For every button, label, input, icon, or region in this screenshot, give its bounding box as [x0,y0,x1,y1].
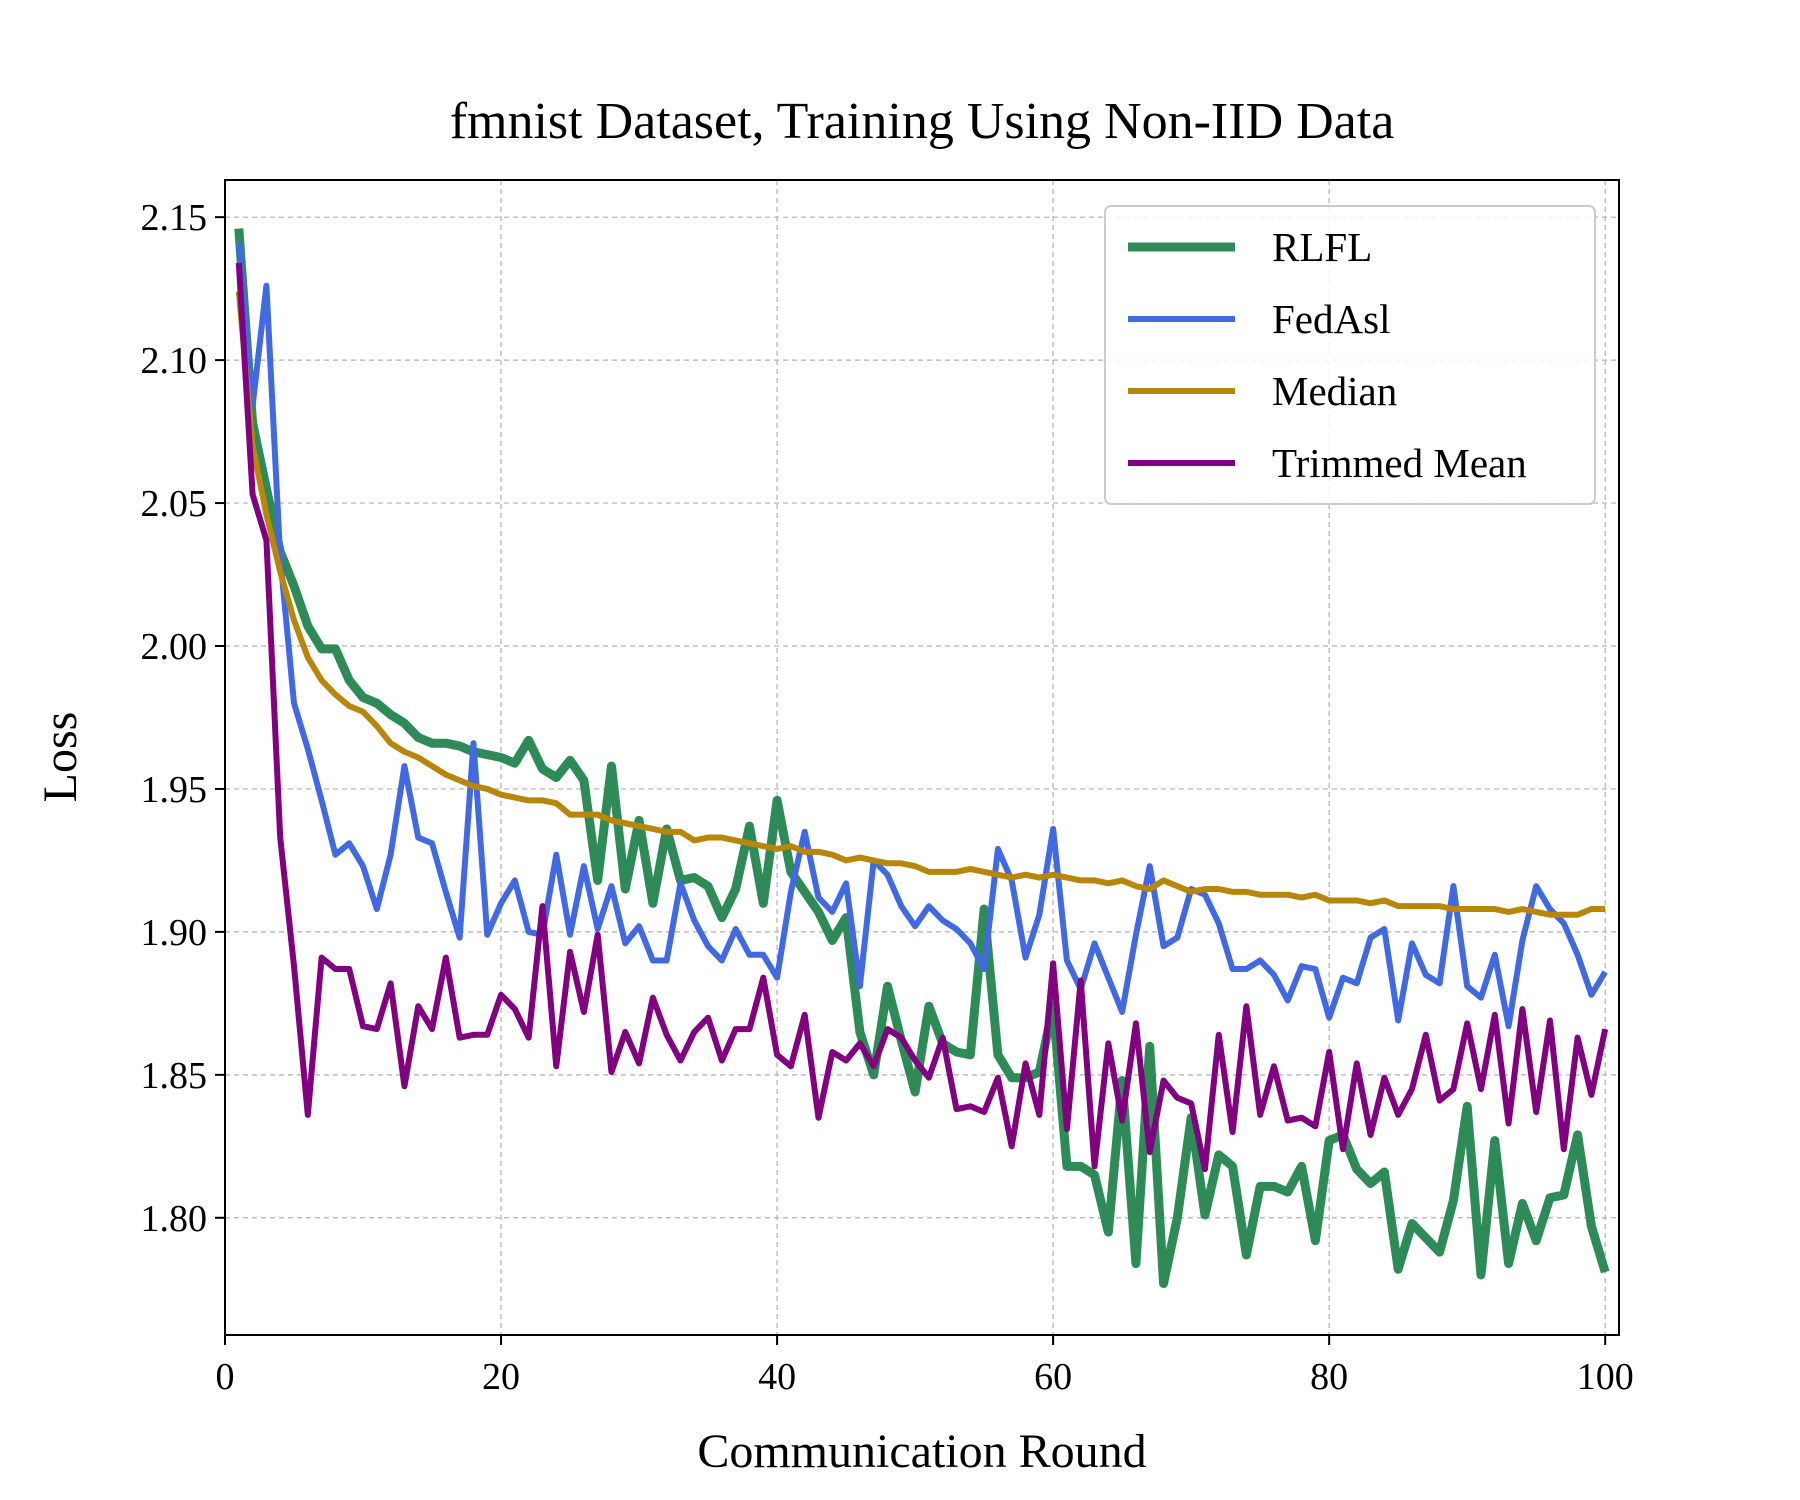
x-axis-label: Communication Round [697,1425,1146,1478]
legend-label-trimmed-mean: Trimmed Mean [1272,440,1527,486]
legend-box [1104,205,1596,505]
y-axis-ticks: 1.80 1.85 1.90 1.95 2.00 2.05 2.10 2.15 [141,197,225,1240]
x-tick-label: 40 [758,1356,796,1398]
legend-label-fedasl: FedAsl [1272,296,1390,342]
y-tick-label: 1.95 [141,769,208,811]
y-axis-label: Loss [34,712,87,803]
y-tick-label: 2.10 [141,340,208,382]
plot-series [234,228,1610,1289]
axes-frame [224,179,1620,1336]
legend-items: RLFL FedAsl Median Trimmed Mean [1128,224,1527,486]
series-line-rlfl [234,228,1610,1289]
x-tick-label: 0 [216,1356,235,1398]
y-tick-label: 1.80 [141,1198,208,1240]
legend: RLFL FedAsl Median Trimmed Mean [1104,205,1596,505]
y-tick-label: 1.90 [141,912,208,954]
series-line-trimmed-mean [235,262,1609,1173]
legend-label-rlfl: RLFL [1272,224,1372,270]
x-tick-label: 20 [482,1356,520,1398]
y-tick-label: 1.85 [141,1055,208,1097]
series-line-median [235,291,1606,918]
chart-title: fmnist Dataset, Training Using Non-IID D… [450,93,1395,150]
series-line-fedasl [235,242,1608,1030]
x-tick-label: 100 [1577,1356,1634,1398]
y-tick-label: 2.05 [141,483,208,525]
legend-label-median: Median [1272,368,1397,414]
x-tick-label: 80 [1310,1356,1348,1398]
y-tick-label: 2.00 [141,626,208,668]
x-tick-label: 60 [1034,1356,1072,1398]
x-axis-ticks: 0 20 40 60 80 100 [216,1335,1634,1398]
y-tick-label: 2.15 [141,197,208,239]
